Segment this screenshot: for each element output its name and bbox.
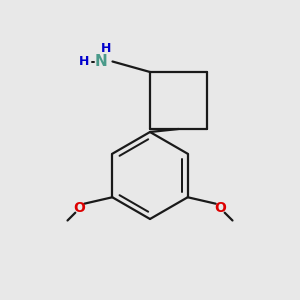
Text: N: N bbox=[94, 54, 107, 69]
Text: O: O bbox=[74, 202, 86, 215]
Text: H: H bbox=[79, 55, 89, 68]
Text: H: H bbox=[101, 41, 112, 55]
Text: O: O bbox=[214, 202, 226, 215]
